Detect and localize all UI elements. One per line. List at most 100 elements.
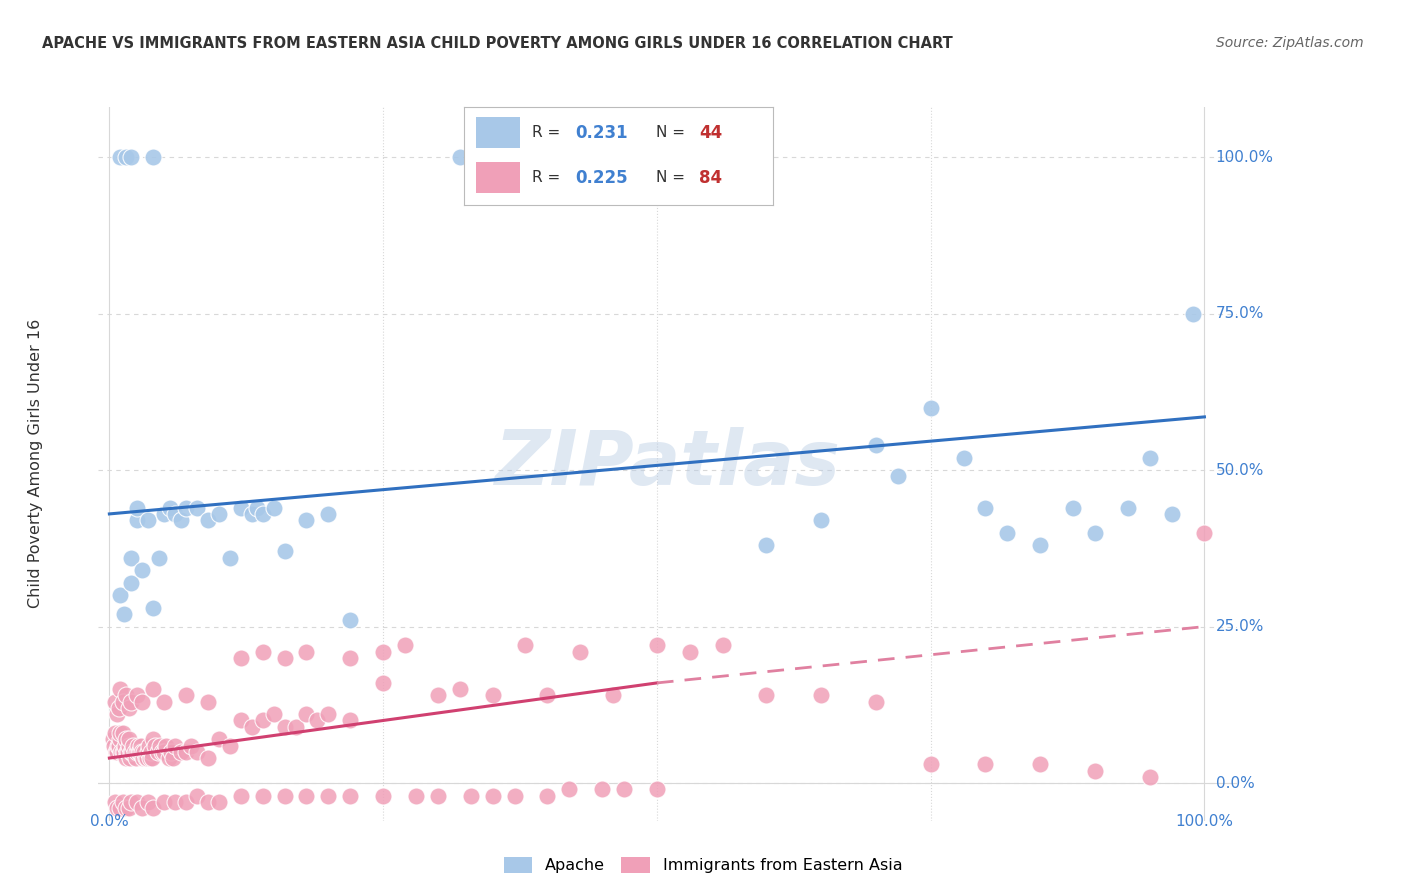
Point [426,689,449,703]
Point [240,507,263,521]
Text: 84: 84 [699,169,723,186]
Point [101,732,124,747]
Point [339,789,361,803]
Point [197,513,219,527]
Text: N =: N = [655,170,689,186]
Point [131,563,153,577]
Point [114,751,136,765]
FancyBboxPatch shape [477,162,520,194]
Point [115,745,138,759]
Point [711,639,734,653]
Point [114,732,136,747]
Point [104,726,127,740]
Point [481,789,503,803]
Point [515,639,537,653]
Point [120,550,142,565]
Point [134,751,156,765]
Point [252,789,274,803]
Point [394,639,416,653]
Point [165,507,187,521]
Point [1139,770,1161,784]
Point [139,751,162,765]
Point [229,651,252,665]
Point [118,701,141,715]
Text: N =: N = [655,125,689,140]
Text: 100.0%: 100.0% [1216,150,1274,165]
Legend: Apache, Immigrants from Eastern Asia: Apache, Immigrants from Eastern Asia [498,850,908,880]
Point [135,751,157,765]
Point [174,745,197,759]
Point [131,695,153,709]
Point [120,745,142,759]
Point [273,651,295,665]
Point [149,739,172,753]
Point [1139,450,1161,465]
Point [218,550,240,565]
Point [208,795,231,809]
Point [481,689,503,703]
Point [865,438,887,452]
Point [145,739,167,753]
Text: APACHE VS IMMIGRANTS FROM EASTERN ASIA CHILD POVERTY AMONG GIRLS UNDER 16 CORREL: APACHE VS IMMIGRANTS FROM EASTERN ASIA C… [42,36,953,51]
Point [229,714,252,728]
Point [120,150,142,164]
Point [107,739,129,753]
Point [132,751,155,765]
Point [295,789,318,803]
Point [129,739,152,753]
Point [536,689,558,703]
Point [142,732,165,747]
Point [174,689,197,703]
Point [142,801,165,815]
Point [110,745,132,759]
Point [1116,500,1139,515]
Point [591,782,613,797]
Point [125,795,148,809]
Point [125,500,148,515]
Point [141,751,163,765]
Text: 0.0%: 0.0% [90,814,129,829]
Point [208,507,231,521]
Point [104,795,127,809]
Point [240,720,263,734]
Point [114,801,136,815]
Point [920,401,942,415]
Point [120,795,142,809]
Point [174,500,197,515]
Point [371,645,394,659]
Point [104,695,127,709]
Point [273,720,295,734]
Point [112,607,135,621]
Point [339,613,361,627]
Point [1160,507,1182,521]
Text: Source: ZipAtlas.com: Source: ZipAtlas.com [1216,36,1364,50]
Point [153,745,176,759]
Point [169,745,191,759]
Point [679,645,702,659]
Point [134,745,156,759]
Text: 75.0%: 75.0% [1216,306,1264,321]
Point [295,645,318,659]
Point [120,751,142,765]
Point [148,550,170,565]
Point [810,689,832,703]
Point [1062,500,1084,515]
Point [197,751,219,765]
Point [124,745,146,759]
Point [124,751,146,765]
Point [229,789,252,803]
Point [169,513,191,527]
Point [142,682,165,697]
Point [105,707,128,722]
Point [755,538,778,552]
Point [120,695,142,709]
Point [339,714,361,728]
Text: 25.0%: 25.0% [1216,619,1264,634]
Point [569,645,592,659]
Text: 0.231: 0.231 [575,124,628,142]
Point [186,745,208,759]
Text: ZIPatlas: ZIPatlas [495,427,841,500]
Text: Child Poverty Among Girls Under 16: Child Poverty Among Girls Under 16 [28,319,44,608]
Point [165,739,187,753]
Point [339,651,361,665]
